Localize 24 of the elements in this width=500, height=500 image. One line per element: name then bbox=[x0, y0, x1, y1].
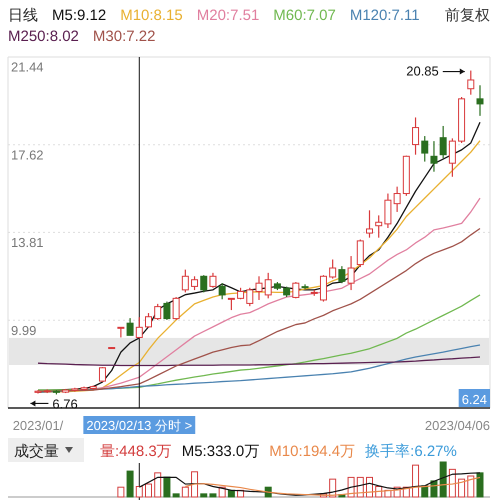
chart-title: 成交量 bbox=[14, 443, 59, 460]
y-tick-label: 17.62 bbox=[11, 147, 44, 162]
text: M10:194.4万 bbox=[269, 443, 356, 460]
y-tick-label: 21.44 bbox=[11, 60, 44, 75]
annotation: 6.76 bbox=[52, 396, 78, 412]
text: 换手率:6.27% bbox=[365, 443, 457, 460]
text: M30:7.22 bbox=[92, 28, 156, 45]
x-tick-label: 2023/01/ bbox=[12, 418, 64, 433]
x-tick-label: 2023/02/13 分时 > bbox=[86, 418, 192, 433]
annotation: 6.24 bbox=[462, 392, 487, 407]
series-label: 量:448.3万 bbox=[100, 443, 172, 460]
text: M60:7.07 bbox=[273, 7, 336, 24]
series-label: M5:333.0万 bbox=[182, 443, 260, 460]
text: 前复权 bbox=[445, 7, 490, 24]
chart-title: 日线 bbox=[8, 7, 38, 24]
y-tick-label: 13.81 bbox=[11, 234, 44, 250]
text: M20:7.51 bbox=[196, 7, 260, 24]
annotation: 20.85 bbox=[406, 64, 439, 79]
x-tick-label: 2023/04/06 bbox=[424, 418, 490, 433]
text: M120:7.11 bbox=[350, 7, 420, 24]
text: M5:9.12 bbox=[52, 7, 106, 24]
y-tick-label: 9.99 bbox=[11, 322, 36, 338]
text: M250:8.02 bbox=[8, 28, 79, 45]
text: M10:8.15 bbox=[120, 7, 183, 24]
